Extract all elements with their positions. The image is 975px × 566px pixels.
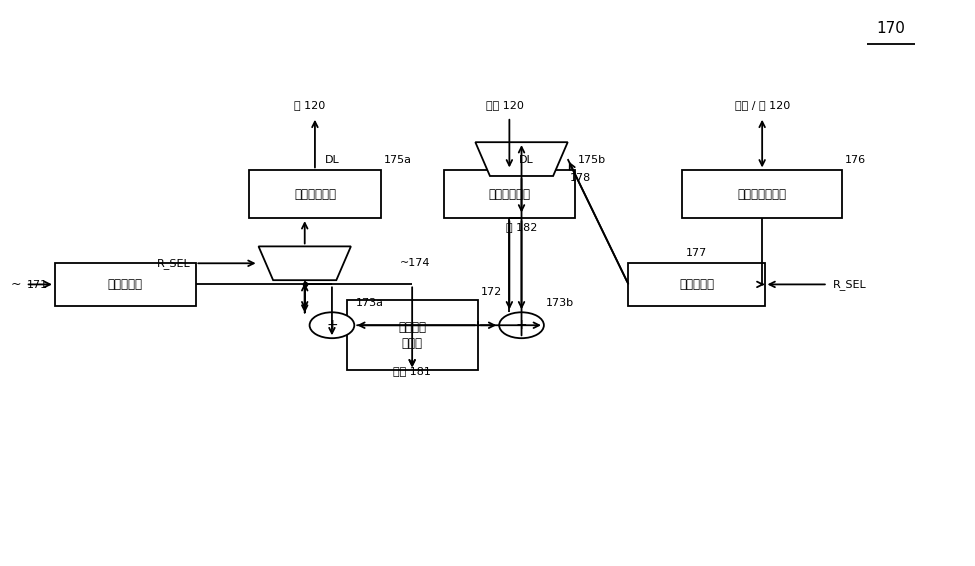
- Text: 来自 120: 来自 120: [486, 100, 524, 110]
- Text: 175b: 175b: [578, 155, 606, 165]
- Text: 复用控制器: 复用控制器: [679, 278, 714, 291]
- Bar: [55, 263, 196, 306]
- Bar: [250, 170, 380, 218]
- Polygon shape: [258, 246, 351, 280]
- Text: 来自 181: 来自 181: [393, 366, 431, 376]
- Polygon shape: [476, 142, 567, 176]
- Text: ~: ~: [11, 278, 20, 291]
- Circle shape: [499, 312, 544, 338]
- Text: R_SEL: R_SEL: [833, 279, 867, 290]
- Circle shape: [310, 312, 354, 338]
- Text: 随机序列
产生器: 随机序列 产生器: [398, 320, 426, 350]
- Text: 171: 171: [27, 280, 48, 290]
- Text: DL: DL: [325, 155, 339, 165]
- Bar: [629, 263, 764, 306]
- Bar: [346, 300, 478, 370]
- Bar: [682, 170, 842, 218]
- Text: 178: 178: [570, 173, 592, 183]
- Text: 奇／偶锁存器: 奇／偶锁存器: [488, 188, 530, 201]
- Text: 到 182: 到 182: [506, 222, 537, 232]
- Text: 到 120: 到 120: [294, 100, 326, 110]
- Text: ~174: ~174: [400, 258, 431, 268]
- Bar: [444, 170, 575, 218]
- Text: 标记单元检查器: 标记单元检查器: [738, 188, 787, 201]
- Text: +: +: [326, 318, 337, 332]
- Text: 173a: 173a: [356, 298, 384, 308]
- Text: 地址缓冲器: 地址缓冲器: [108, 278, 143, 291]
- Text: 奇／偶锁存器: 奇／偶锁存器: [293, 188, 336, 201]
- Text: 172: 172: [481, 287, 502, 297]
- Text: 170: 170: [877, 21, 906, 36]
- Text: 177: 177: [685, 248, 707, 258]
- Text: 来自 / 到 120: 来自 / 到 120: [734, 100, 790, 110]
- Text: R_SEL: R_SEL: [157, 258, 190, 269]
- Text: 175a: 175a: [383, 155, 411, 165]
- Text: DL: DL: [519, 155, 534, 165]
- Text: 173b: 173b: [546, 298, 574, 308]
- Text: +: +: [516, 318, 527, 332]
- Text: 176: 176: [845, 155, 867, 165]
